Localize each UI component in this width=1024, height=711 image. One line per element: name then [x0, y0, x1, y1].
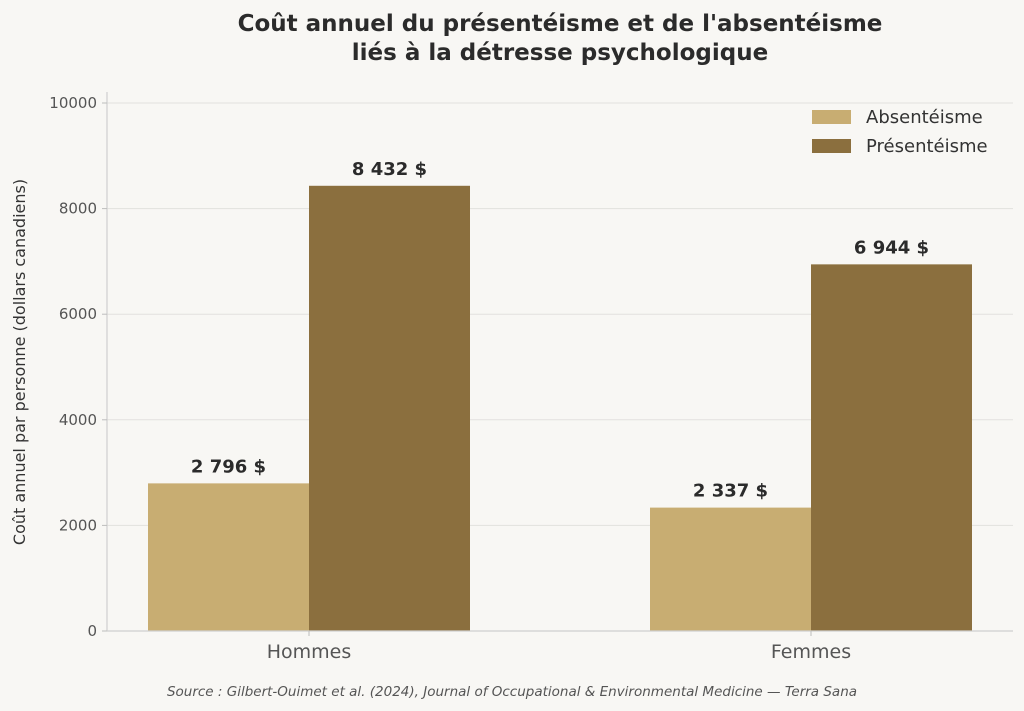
x-tick-labels: Hommes Femmes	[267, 631, 851, 663]
value-label: 2 337 $	[693, 481, 768, 502]
value-label: 6 944 $	[854, 237, 929, 258]
bar-absentéisme-femmes	[650, 507, 811, 631]
legend-swatch	[812, 139, 851, 153]
y-tick-label: 2000	[59, 516, 97, 534]
legend-label: Présentéisme	[866, 136, 988, 157]
x-tick-label: Hommes	[267, 641, 352, 663]
y-tick-label: 6000	[59, 305, 97, 323]
value-label: 2 796 $	[191, 456, 266, 477]
y-tick-label: 8000	[59, 200, 97, 218]
legend-label: Absentéisme	[866, 107, 983, 128]
bars	[148, 185, 972, 631]
chart-title-line-1: Coût annuel du présentéisme et de l'abse…	[238, 11, 883, 37]
bar-présentéisme-hommes	[309, 185, 470, 631]
bar-présentéisme-femmes	[811, 264, 972, 631]
y-tick-labels: 0 2000 4000 6000 8000 10000	[49, 94, 107, 640]
legend: Absentéisme Présentéisme	[812, 107, 988, 157]
legend-swatch	[812, 110, 851, 124]
y-axis-label: Coût annuel par personne (dollars canadi…	[10, 179, 29, 545]
y-tick-label: 0	[87, 622, 97, 640]
axes	[106, 92, 1013, 632]
y-tick-label: 4000	[59, 411, 97, 429]
x-tick-label: Femmes	[771, 641, 851, 663]
y-tick-label: 10000	[49, 94, 97, 112]
value-label: 8 432 $	[352, 159, 427, 180]
bar-absentéisme-hommes	[148, 483, 309, 631]
source-note: Source : Gilbert-Ouimet et al. (2024), J…	[167, 684, 857, 700]
chart-title-line-2: liés à la détresse psychologique	[352, 40, 768, 66]
value-labels: 2 796 $ 8 432 $ 2 337 $ 6 944 $	[191, 159, 929, 502]
